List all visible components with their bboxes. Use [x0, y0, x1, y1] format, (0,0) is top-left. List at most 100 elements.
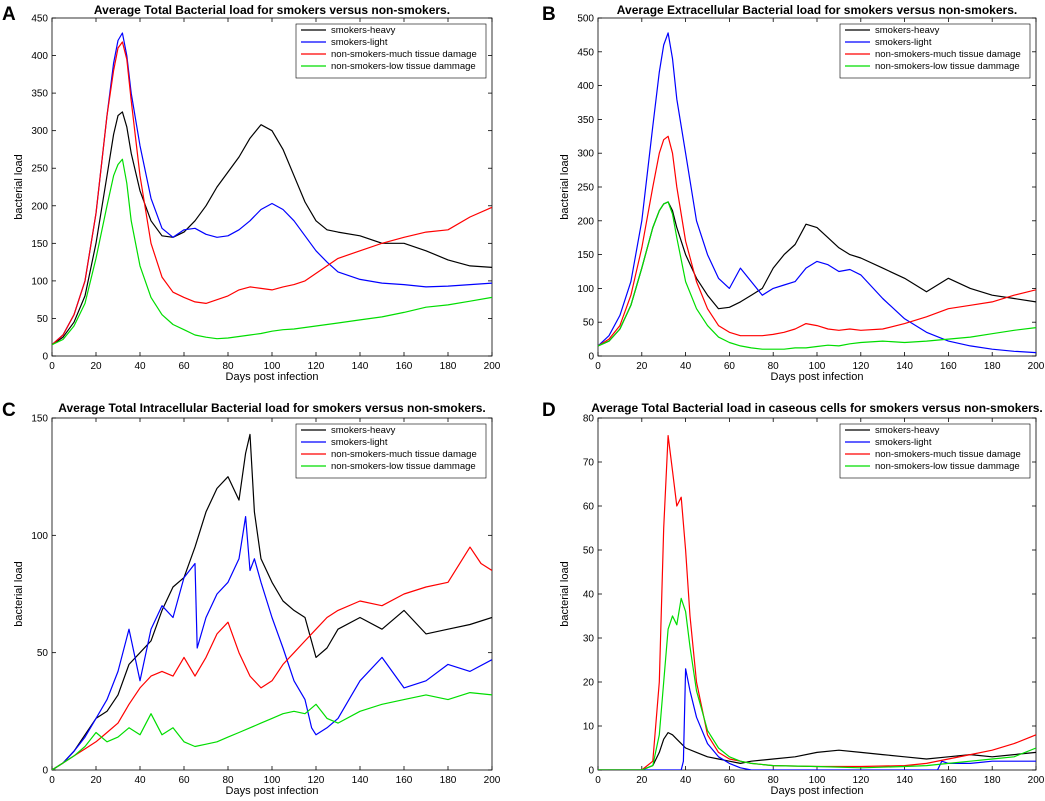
x-tick-label: 160 — [940, 775, 957, 786]
x-tick-label: 140 — [352, 361, 369, 372]
legend-entry: smokers-light — [331, 437, 388, 448]
x-tick-label: 20 — [636, 775, 648, 786]
legend-entry: smokers-heavy — [331, 25, 396, 36]
y-tick-label: 200 — [31, 201, 48, 212]
series-line-non-smokers-low-tissue-dammage — [598, 597, 1036, 770]
chart-title: Average Total Intracellular Bacterial lo… — [58, 401, 486, 415]
x-tick-label: 0 — [595, 361, 601, 372]
y-tick-label: 0 — [42, 352, 48, 363]
y-tick-label: 150 — [577, 250, 594, 261]
y-tick-label: 400 — [31, 51, 48, 62]
x-tick-label: 40 — [680, 775, 692, 786]
legend: smokers-heavysmokers-lightnon-smokers-mu… — [839, 23, 1031, 79]
series-line-smokers-heavy — [52, 111, 492, 346]
y-tick-label: 50 — [583, 546, 595, 557]
legend-entry: smokers-heavy — [875, 25, 940, 36]
series-line-smokers-light — [598, 32, 1036, 354]
legend-entry: non-smokers-low tissue dammage — [331, 461, 476, 472]
y-tick-label: 350 — [31, 89, 48, 100]
legend: smokers-heavysmokers-lightnon-smokers-mu… — [839, 423, 1031, 479]
y-tick-label: 300 — [31, 126, 48, 137]
x-axis-label: Days post infection — [771, 371, 864, 383]
chart-title: Average Total Bacterial load for smokers… — [94, 3, 450, 17]
x-tick-label: 20 — [90, 775, 102, 786]
x-tick-label: 200 — [1028, 361, 1045, 372]
y-tick-label: 30 — [583, 634, 595, 645]
x-tick-label: 60 — [724, 361, 736, 372]
legend-entry: smokers-light — [875, 37, 932, 48]
x-tick-label: 60 — [724, 775, 736, 786]
x-tick-label: 20 — [636, 361, 648, 372]
x-tick-label: 180 — [984, 775, 1001, 786]
legend-box — [839, 23, 1031, 79]
y-tick-label: 0 — [588, 766, 594, 777]
legend-entry: non-smokers-much tissue damage — [875, 449, 1021, 460]
y-tick-label: 50 — [37, 314, 49, 325]
x-tick-label: 40 — [680, 361, 692, 372]
legend-entry: non-smokers-low tissue dammage — [875, 461, 1020, 472]
x-tick-label: 140 — [352, 775, 369, 786]
panel-letter: A — [2, 4, 16, 25]
x-tick-label: 0 — [49, 361, 55, 372]
chart-title: Average Extracellular Bacterial load for… — [617, 3, 1017, 17]
series-line-smokers-light — [52, 516, 492, 770]
panel-c: C Average Total Intracellular Bacterial l… — [2, 400, 501, 797]
panel-a: A Average Total Bacterial load for smoker… — [2, 3, 501, 383]
x-tick-label: 80 — [222, 775, 234, 786]
series-line-non-smokers-low-tissue-dammage — [52, 692, 492, 770]
x-tick-label: 80 — [768, 775, 780, 786]
legend: smokers-heavysmokers-lightnon-smokers-mu… — [295, 23, 487, 79]
panel-letter: C — [2, 400, 16, 421]
x-tick-label: 160 — [396, 775, 413, 786]
series-group — [52, 32, 492, 346]
x-tick-label: 100 — [264, 775, 281, 786]
x-tick-label: 180 — [984, 361, 1001, 372]
legend-entry: smokers-heavy — [875, 425, 940, 436]
legend-entry: non-smokers-much tissue damage — [875, 49, 1021, 60]
y-tick-label: 500 — [577, 14, 594, 25]
y-tick-label: 50 — [37, 648, 49, 659]
legend-entry: non-smokers-much tissue damage — [331, 449, 477, 460]
series-group — [598, 32, 1036, 354]
legend-box — [839, 423, 1031, 479]
y-tick-label: 70 — [583, 458, 595, 469]
x-tick-label: 120 — [852, 361, 869, 372]
series-line-non-smokers-low-tissue-dammage — [52, 158, 492, 346]
x-tick-label: 200 — [484, 775, 501, 786]
x-tick-label: 120 — [852, 775, 869, 786]
panel-letter: B — [542, 4, 556, 25]
x-tick-label: 180 — [440, 361, 457, 372]
legend-entry: non-smokers-low tissue dammage — [331, 61, 476, 72]
legend-box — [295, 423, 487, 479]
y-tick-label: 200 — [577, 216, 594, 227]
series-group — [598, 435, 1036, 770]
y-tick-label: 300 — [577, 149, 594, 160]
series-line-smokers-heavy — [598, 732, 1036, 770]
y-tick-label: 450 — [31, 14, 48, 25]
x-axis-label: Days post infection — [226, 785, 319, 797]
x-tick-label: 200 — [1028, 775, 1045, 786]
x-tick-label: 100 — [809, 361, 826, 372]
series-line-smokers-light — [52, 32, 492, 346]
y-axis-label: bacterial load — [559, 561, 571, 626]
chart-title: Average Total Bacterial load in caseous … — [591, 401, 1043, 415]
legend-entry: non-smokers-much tissue damage — [331, 49, 477, 60]
y-tick-label: 100 — [31, 531, 48, 542]
y-tick-label: 100 — [31, 276, 48, 287]
x-tick-label: 140 — [896, 361, 913, 372]
x-tick-label: 120 — [308, 361, 325, 372]
y-tick-label: 250 — [577, 183, 594, 194]
series-line-smokers-heavy — [52, 433, 492, 770]
y-tick-label: 50 — [583, 318, 595, 329]
y-tick-label: 150 — [31, 414, 48, 425]
x-tick-label: 100 — [264, 361, 281, 372]
y-tick-label: 60 — [583, 502, 595, 513]
x-tick-label: 20 — [90, 361, 102, 372]
y-axis-label: bacterial load — [559, 154, 571, 219]
series-group — [52, 433, 492, 770]
x-tick-label: 40 — [134, 361, 146, 372]
y-tick-label: 40 — [583, 590, 595, 601]
panel-letter: D — [542, 400, 556, 421]
x-tick-label: 200 — [484, 361, 501, 372]
